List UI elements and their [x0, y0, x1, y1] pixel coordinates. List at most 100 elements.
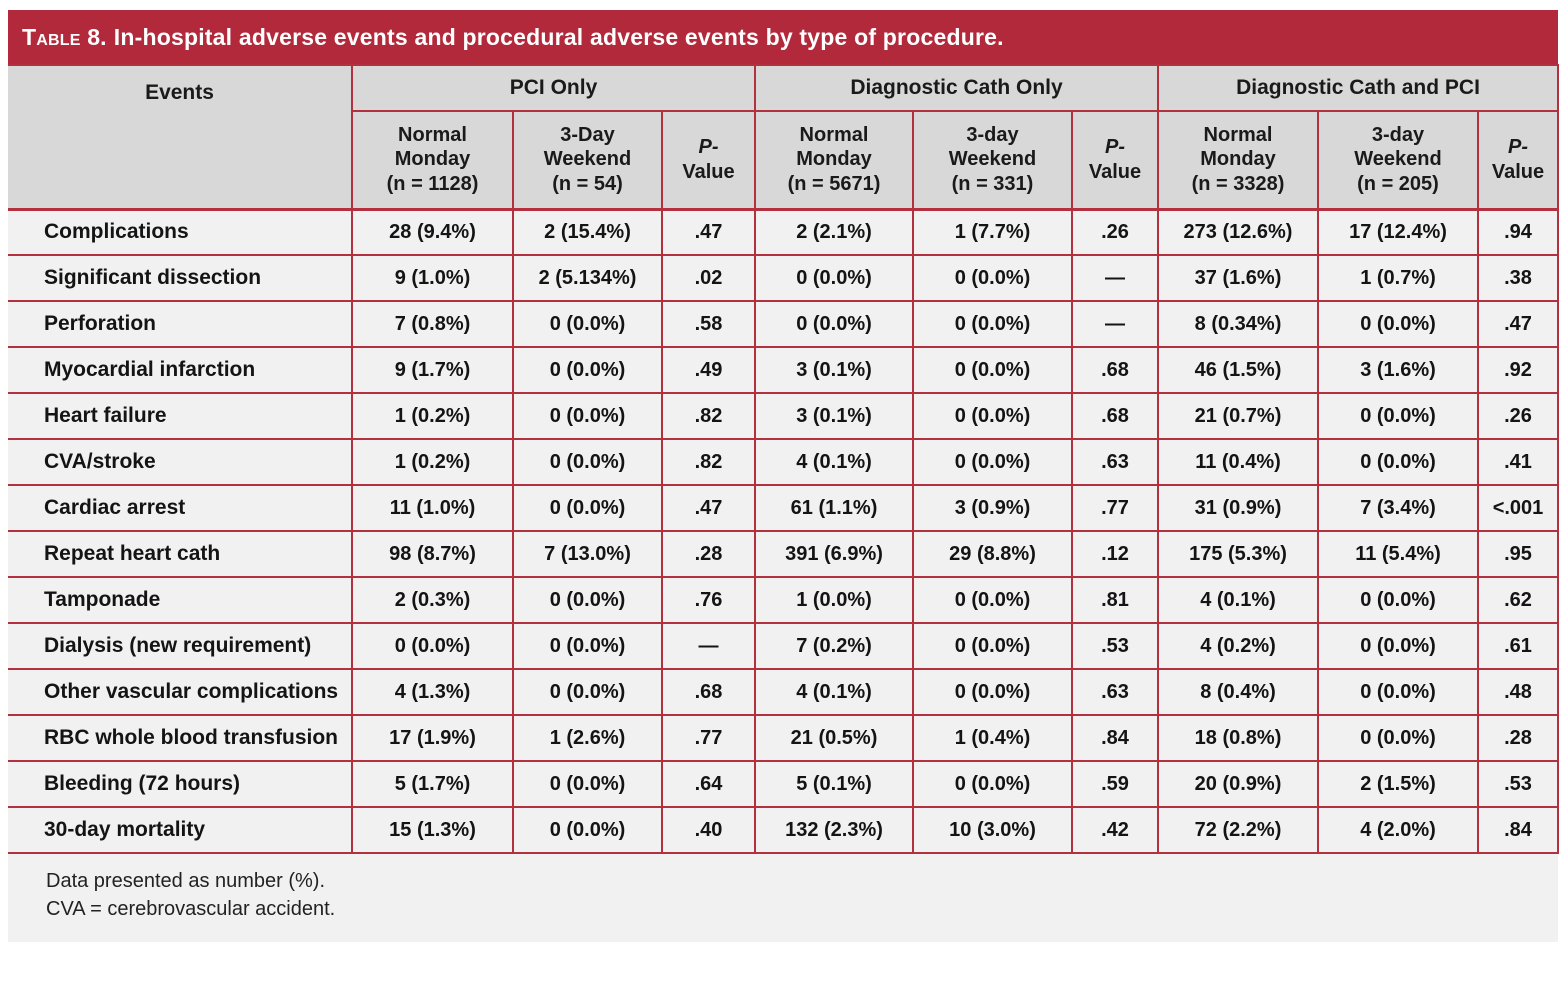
data-cell: 0 (0.0%)	[351, 622, 514, 670]
data-cell: .63	[1071, 668, 1159, 716]
data-cell: 72 (2.2%)	[1157, 806, 1319, 854]
data-cell: 5 (0.1%)	[754, 760, 914, 808]
data-cell: 0 (0.0%)	[512, 438, 663, 486]
data-cell: 0 (0.0%)	[1317, 300, 1479, 348]
data-cell: .48	[1477, 668, 1559, 716]
table-row: Tamponade 2 (0.3%) 0 (0.0%) .76 1 (0.0%) 0 (0…	[8, 576, 1559, 624]
data-cell: —	[1071, 300, 1159, 348]
data-cell: .81	[1071, 576, 1159, 624]
data-cell: .58	[661, 300, 756, 348]
data-cell: .94	[1477, 208, 1559, 256]
adverse-events-table: Events PCI Only Diagnostic Cath Only Dia…	[8, 64, 1559, 854]
row-label: Myocardial infarction	[8, 346, 353, 394]
table-row: Heart failure 1 (0.2%) 0 (0.0%) .82 3 (0.1%)…	[8, 392, 1559, 440]
footnote-data-presented: Data presented as number (%).	[46, 870, 326, 892]
data-cell: .47	[661, 484, 756, 532]
data-cell: .82	[661, 438, 756, 486]
data-cell: .77	[1071, 484, 1159, 532]
table-title-bar: Table 8. In-hospital adverse events and …	[8, 10, 1558, 64]
data-cell: .95	[1477, 530, 1559, 578]
data-cell: 0 (0.0%)	[1317, 622, 1479, 670]
data-cell: .02	[661, 254, 756, 302]
data-cell: 9 (1.0%)	[351, 254, 514, 302]
data-cell: 0 (0.0%)	[512, 760, 663, 808]
data-cell: 21 (0.7%)	[1157, 392, 1319, 440]
table-body: Complications 28 (9.4%) 2 (15.4%) .47 2 (2.1…	[8, 208, 1559, 854]
data-cell: 18 (0.8%)	[1157, 714, 1319, 762]
data-cell: 17 (1.9%)	[351, 714, 514, 762]
data-cell: 0 (0.0%)	[1317, 392, 1479, 440]
data-cell: 391 (6.9%)	[754, 530, 914, 578]
data-cell: .28	[661, 530, 756, 578]
data-cell: .76	[661, 576, 756, 624]
data-cell: 1 (0.2%)	[351, 392, 514, 440]
data-cell: .84	[1477, 806, 1559, 854]
table-row: Complications 28 (9.4%) 2 (15.4%) .47 2 (2.1…	[8, 208, 1559, 256]
table-row: Dialysis (new requirement) 0 (0.0%) 0 (0.0…	[8, 622, 1559, 670]
data-cell: 0 (0.0%)	[512, 622, 663, 670]
row-label: Perforation	[8, 300, 353, 348]
data-cell: .47	[1477, 300, 1559, 348]
data-cell: 0 (0.0%)	[512, 806, 663, 854]
data-cell: 0 (0.0%)	[512, 668, 663, 716]
data-cell: .26	[1071, 208, 1159, 256]
data-cell: .77	[661, 714, 756, 762]
data-cell: .64	[661, 760, 756, 808]
data-cell: .63	[1071, 438, 1159, 486]
column-header-events: Events	[8, 64, 353, 211]
data-cell: 3 (0.9%)	[912, 484, 1073, 532]
row-label: 30-day mortality	[8, 806, 353, 854]
data-cell: .68	[1071, 346, 1159, 394]
data-cell: 21 (0.5%)	[754, 714, 914, 762]
data-cell: .28	[1477, 714, 1559, 762]
data-cell: 8 (0.4%)	[1157, 668, 1319, 716]
data-cell: 46 (1.5%)	[1157, 346, 1319, 394]
data-cell: .26	[1477, 392, 1559, 440]
data-cell: 0 (0.0%)	[512, 300, 663, 348]
data-cell: .59	[1071, 760, 1159, 808]
data-cell: 0 (0.0%)	[912, 254, 1073, 302]
row-label: Dialysis (new requirement)	[8, 622, 353, 670]
data-cell: 0 (0.0%)	[754, 300, 914, 348]
data-cell: 61 (1.1%)	[754, 484, 914, 532]
row-label: Bleeding (72 hours)	[8, 760, 353, 808]
data-cell: —	[1071, 254, 1159, 302]
data-cell: .49	[661, 346, 756, 394]
data-cell: 8 (0.34%)	[1157, 300, 1319, 348]
table-container: Table 8. In-hospital adverse events and …	[8, 10, 1559, 942]
column-header-pci-p-value: P- Value	[661, 110, 756, 211]
data-cell: 4 (0.1%)	[754, 438, 914, 486]
data-cell: .82	[661, 392, 756, 440]
row-label: Significant dissection	[8, 254, 353, 302]
column-header-pci-normal-monday: Normal Monday (n = 1128)	[351, 110, 514, 211]
data-cell: 0 (0.0%)	[754, 254, 914, 302]
data-cell: 9 (1.7%)	[351, 346, 514, 394]
table-row: Significant dissection 9 (1.0%) 2 (5.134%)…	[8, 254, 1559, 302]
data-cell: 1 (7.7%)	[912, 208, 1073, 256]
data-cell: 0 (0.0%)	[912, 668, 1073, 716]
data-cell: .68	[1071, 392, 1159, 440]
data-cell: 7 (3.4%)	[1317, 484, 1479, 532]
data-cell: .84	[1071, 714, 1159, 762]
data-cell: 3 (0.1%)	[754, 392, 914, 440]
data-cell: .68	[661, 668, 756, 716]
data-cell: .12	[1071, 530, 1159, 578]
table-row: Myocardial infarction 9 (1.7%) 0 (0.0%) .49…	[8, 346, 1559, 394]
row-label: Repeat heart cath	[8, 530, 353, 578]
data-cell: 4 (0.1%)	[1157, 576, 1319, 624]
column-header-cathpci-normal-monday: Normal Monday (n = 3328)	[1157, 110, 1319, 211]
table-title: In-hospital adverse events and procedura…	[113, 23, 1004, 50]
data-cell: 4 (0.2%)	[1157, 622, 1319, 670]
data-cell: 0 (0.0%)	[512, 576, 663, 624]
row-label: RBC whole blood transfusion	[8, 714, 353, 762]
data-cell: 0 (0.0%)	[912, 346, 1073, 394]
data-cell: .47	[661, 208, 756, 256]
data-cell: .38	[1477, 254, 1559, 302]
data-cell: 3 (0.1%)	[754, 346, 914, 394]
data-cell: 2 (15.4%)	[512, 208, 663, 256]
group-header-pci-only: PCI Only	[351, 64, 756, 112]
data-cell: .53	[1071, 622, 1159, 670]
data-cell: 98 (8.7%)	[351, 530, 514, 578]
data-cell: <.001	[1477, 484, 1559, 532]
column-header-pci-3day-weekend: 3-Day Weekend (n = 54)	[512, 110, 663, 211]
